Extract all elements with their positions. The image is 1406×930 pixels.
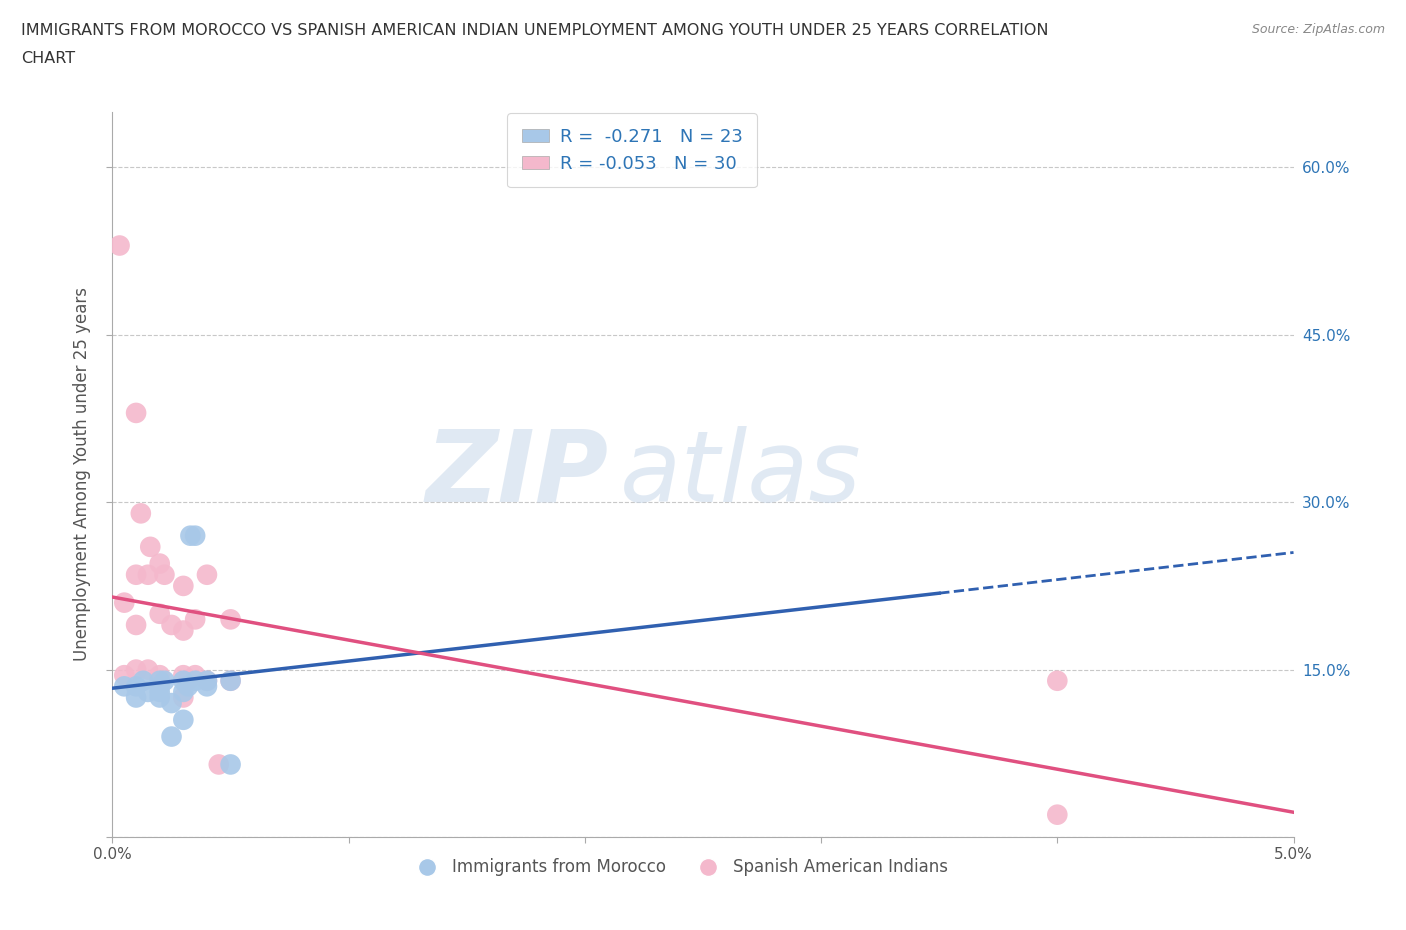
Point xyxy=(172,668,194,683)
Point xyxy=(172,684,194,699)
Point xyxy=(172,673,194,688)
Text: Source: ZipAtlas.com: Source: ZipAtlas.com xyxy=(1251,23,1385,36)
Point xyxy=(112,595,135,610)
Point xyxy=(125,618,148,632)
Point xyxy=(184,668,207,683)
Point xyxy=(149,606,172,621)
Point xyxy=(112,668,135,683)
Legend: Immigrants from Morocco, Spanish American Indians: Immigrants from Morocco, Spanish America… xyxy=(404,852,955,883)
Point xyxy=(172,623,194,638)
Point xyxy=(172,578,194,593)
Point xyxy=(219,612,242,627)
Point xyxy=(125,567,148,582)
Point xyxy=(160,729,183,744)
Point xyxy=(184,528,207,543)
Point xyxy=(125,690,148,705)
Point xyxy=(108,238,131,253)
Text: IMMIGRANTS FROM MOROCCO VS SPANISH AMERICAN INDIAN UNEMPLOYMENT AMONG YOUTH UNDE: IMMIGRANTS FROM MOROCCO VS SPANISH AMERI… xyxy=(21,23,1049,38)
Point xyxy=(179,528,201,543)
Point xyxy=(195,679,218,694)
Point xyxy=(208,757,231,772)
Point xyxy=(219,673,242,688)
Point xyxy=(125,679,148,694)
Point xyxy=(219,673,242,688)
Point xyxy=(1046,807,1069,822)
Point xyxy=(149,673,172,688)
Text: ZIP: ZIP xyxy=(426,426,609,523)
Text: atlas: atlas xyxy=(620,426,862,523)
Point xyxy=(195,567,218,582)
Point xyxy=(149,668,172,683)
Point xyxy=(136,662,159,677)
Point xyxy=(112,679,135,694)
Point xyxy=(195,673,218,688)
Point xyxy=(149,556,172,571)
Y-axis label: Unemployment Among Youth under 25 years: Unemployment Among Youth under 25 years xyxy=(73,287,91,661)
Point xyxy=(177,679,200,694)
Point xyxy=(177,673,200,688)
Point xyxy=(1046,673,1069,688)
Point xyxy=(125,405,148,420)
Point xyxy=(149,684,172,699)
Point xyxy=(153,673,176,688)
Point xyxy=(172,712,194,727)
Point xyxy=(219,757,242,772)
Point xyxy=(160,696,183,711)
Point xyxy=(160,618,183,632)
Point xyxy=(149,690,172,705)
Point xyxy=(149,679,172,694)
Text: CHART: CHART xyxy=(21,51,75,66)
Point xyxy=(132,673,155,688)
Point xyxy=(184,673,207,688)
Point xyxy=(136,567,159,582)
Point xyxy=(139,539,162,554)
Point xyxy=(153,567,176,582)
Point xyxy=(136,684,159,699)
Point xyxy=(184,612,207,627)
Point xyxy=(125,662,148,677)
Point xyxy=(129,506,152,521)
Point xyxy=(195,673,218,688)
Point xyxy=(172,690,194,705)
